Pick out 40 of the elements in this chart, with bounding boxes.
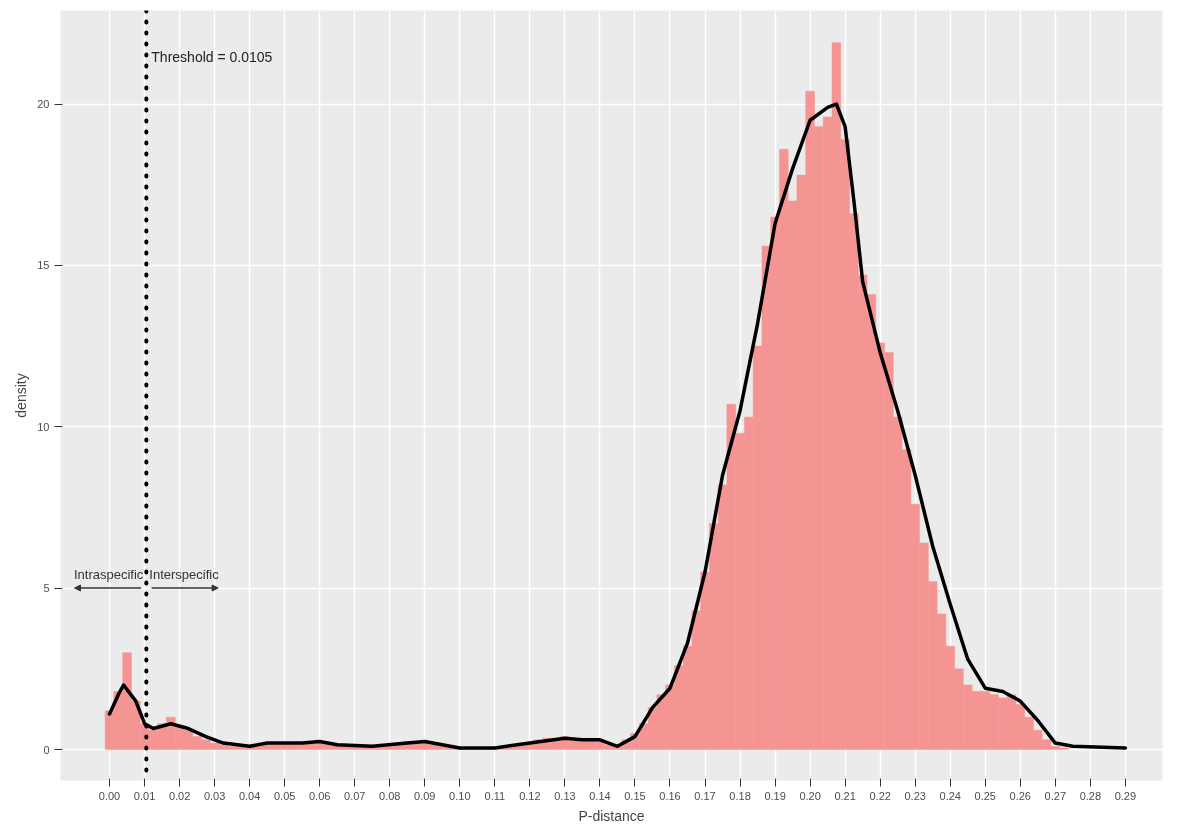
x-tick-label: 0.22 xyxy=(869,789,891,802)
x-tick-label: 0.18 xyxy=(729,789,751,802)
y-tick-label: 20 xyxy=(37,98,50,111)
annotation: Interspecific xyxy=(149,567,220,582)
x-tick-label: 0.17 xyxy=(694,789,716,802)
x-tick-label: 0.29 xyxy=(1114,789,1137,802)
x-tick-label: 0.06 xyxy=(309,789,331,802)
x-tick-label: 0.13 xyxy=(554,789,576,802)
x-tick-label: 0.20 xyxy=(799,789,821,802)
ref-line-label: Threshold = 0.0105 xyxy=(151,48,273,65)
x-tick-label: 0.05 xyxy=(273,789,296,802)
y-tick-label: 0 xyxy=(43,743,50,756)
x-tick-label: 0.03 xyxy=(203,789,226,802)
x-tick-label: 0.26 xyxy=(1009,789,1031,802)
x-tick-label: 0.00 xyxy=(98,789,121,802)
y-tick-label: 15 xyxy=(37,259,50,272)
x-tick-label: 0.16 xyxy=(659,789,681,802)
x-tick-label: 0.15 xyxy=(624,789,646,802)
x-tick-label: 0.08 xyxy=(379,789,401,802)
x-tick-label: 0.02 xyxy=(168,789,191,802)
annotation: Intraspecific xyxy=(73,567,144,582)
x-tick-label: 0.25 xyxy=(974,789,996,802)
x-tick-label: 0.11 xyxy=(484,789,506,802)
x-tick-label: 0.01 xyxy=(133,789,156,802)
x-tick-label: 0.24 xyxy=(939,789,961,802)
x-tick-label: 0.10 xyxy=(449,789,471,802)
y-tick-label: 10 xyxy=(37,420,50,433)
x-tick-label: 0.09 xyxy=(414,789,436,802)
x-axis-title: P-distance xyxy=(578,807,645,824)
x-tick-label: 0.14 xyxy=(589,789,611,802)
x-tick-label: 0.07 xyxy=(344,789,366,802)
x-tick-label: 0.27 xyxy=(1044,789,1067,802)
x-tick-label: 0.12 xyxy=(519,789,541,802)
x-tick-label: 0.23 xyxy=(904,789,926,802)
x-tick-label: 0.04 xyxy=(238,789,261,802)
x-tick-label: 0.28 xyxy=(1079,789,1102,802)
x-tick-label: 0.21 xyxy=(834,789,856,802)
y-axis-title: density xyxy=(13,373,30,418)
y-tick-label: 5 xyxy=(43,582,50,595)
x-tick-label: 0.19 xyxy=(764,789,786,802)
